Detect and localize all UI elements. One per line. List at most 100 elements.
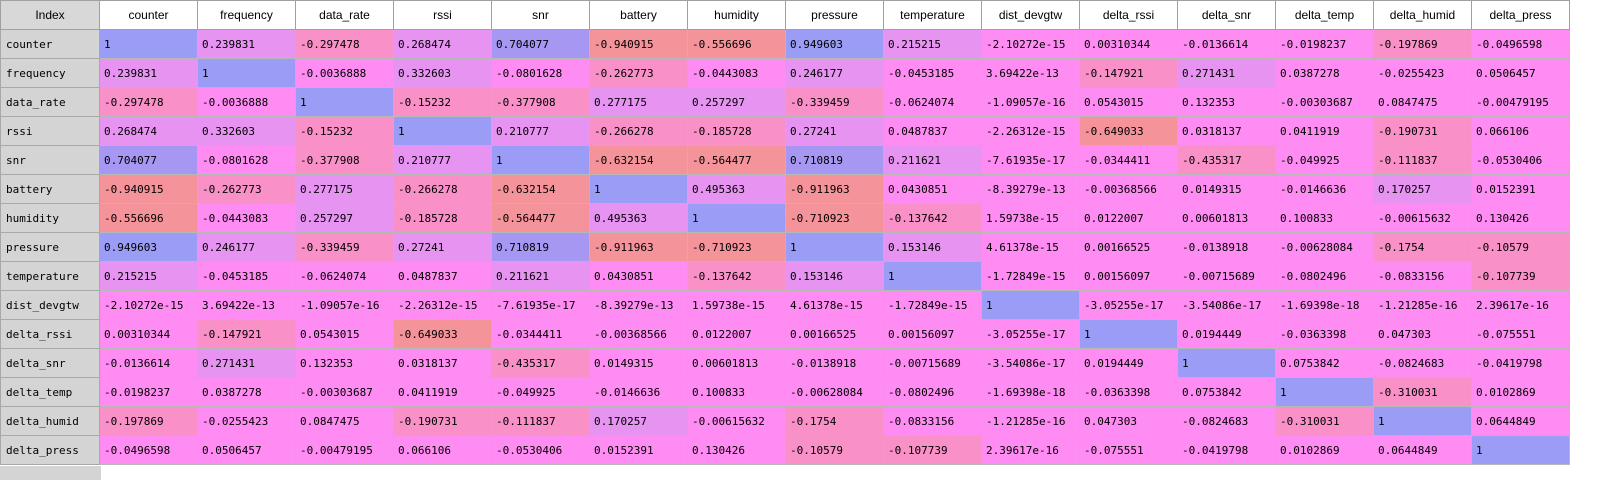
table-cell[interactable]: -0.137642: [687, 261, 786, 291]
row-index-label[interactable]: counter: [0, 29, 100, 59]
table-cell[interactable]: -0.0453185: [197, 261, 296, 291]
table-cell[interactable]: -0.185728: [687, 116, 786, 146]
table-cell[interactable]: -0.564477: [491, 203, 590, 233]
table-cell[interactable]: -3.54086e-17: [1177, 290, 1276, 320]
table-cell[interactable]: -0.00303687: [1275, 87, 1374, 117]
table-cell[interactable]: 0.210777: [491, 116, 590, 146]
table-cell[interactable]: -0.0146636: [1275, 174, 1374, 204]
table-cell[interactable]: 0.949603: [785, 29, 884, 59]
table-cell[interactable]: -3.05255e-17: [1079, 290, 1178, 320]
table-cell[interactable]: 0.00166525: [1079, 232, 1178, 262]
table-cell[interactable]: -0.1754: [785, 406, 884, 436]
table-cell[interactable]: -0.147921: [1079, 58, 1178, 88]
table-cell[interactable]: -1.09057e-16: [981, 87, 1080, 117]
table-cell[interactable]: -0.00303687: [295, 377, 394, 407]
table-cell[interactable]: -0.0136614: [99, 348, 198, 378]
table-cell[interactable]: 0.0194449: [1079, 348, 1178, 378]
table-cell[interactable]: -0.0363398: [1275, 319, 1374, 349]
table-cell[interactable]: 0.27241: [785, 116, 884, 146]
table-cell[interactable]: 0.495363: [589, 203, 688, 233]
row-index-label[interactable]: delta_snr: [0, 348, 100, 378]
table-cell[interactable]: 0.0102869: [1471, 377, 1570, 407]
table-cell[interactable]: -7.61935e-17: [491, 290, 590, 320]
table-cell[interactable]: -0.0419798: [1177, 435, 1276, 465]
table-cell[interactable]: 0.0411919: [393, 377, 492, 407]
column-header-humidity[interactable]: humidity: [687, 0, 786, 30]
table-cell[interactable]: 1: [1177, 348, 1276, 378]
table-cell[interactable]: 0.00310344: [99, 319, 198, 349]
table-cell[interactable]: -0.377908: [491, 87, 590, 117]
table-cell[interactable]: 0.704077: [99, 145, 198, 175]
table-cell[interactable]: -0.00628084: [1275, 232, 1374, 262]
table-cell[interactable]: 0.277175: [295, 174, 394, 204]
table-cell[interactable]: 0.0149315: [589, 348, 688, 378]
table-cell[interactable]: 0.00601813: [1177, 203, 1276, 233]
table-cell[interactable]: 2.39617e-16: [981, 435, 1080, 465]
table-cell[interactable]: -0.632154: [589, 145, 688, 175]
table-cell[interactable]: -0.0344411: [491, 319, 590, 349]
table-cell[interactable]: -1.09057e-16: [295, 290, 394, 320]
row-index-label[interactable]: dist_devgtw: [0, 290, 100, 320]
table-cell[interactable]: -0.710923: [785, 203, 884, 233]
table-cell[interactable]: -8.39279e-13: [589, 290, 688, 320]
column-header-delta-press[interactable]: delta_press: [1471, 0, 1570, 30]
table-cell[interactable]: 1: [99, 29, 198, 59]
table-cell[interactable]: 1: [687, 203, 786, 233]
table-cell[interactable]: 0.153146: [883, 232, 982, 262]
row-index-label[interactable]: delta_temp: [0, 377, 100, 407]
table-cell[interactable]: 0.100833: [687, 377, 786, 407]
table-cell[interactable]: -0.00368566: [589, 319, 688, 349]
table-cell[interactable]: -2.10272e-15: [99, 290, 198, 320]
table-cell[interactable]: 0.332603: [197, 116, 296, 146]
table-cell[interactable]: -0.00615632: [687, 406, 786, 436]
table-cell[interactable]: 0.0430851: [589, 261, 688, 291]
row-index-label[interactable]: data_rate: [0, 87, 100, 117]
row-index-label[interactable]: temperature: [0, 261, 100, 291]
table-cell[interactable]: 0.170257: [1373, 174, 1472, 204]
row-index-label[interactable]: frequency: [0, 58, 100, 88]
column-header-counter[interactable]: counter: [99, 0, 198, 30]
table-cell[interactable]: -0.0443083: [197, 203, 296, 233]
table-cell[interactable]: 0.271431: [1177, 58, 1276, 88]
column-header-delta-rssi[interactable]: delta_rssi: [1079, 0, 1178, 30]
table-cell[interactable]: -0.0530406: [491, 435, 590, 465]
table-cell[interactable]: 0.0318137: [1177, 116, 1276, 146]
column-header-delta-humid[interactable]: delta_humid: [1373, 0, 1472, 30]
table-cell[interactable]: 0.0102869: [1275, 435, 1374, 465]
table-cell[interactable]: 0.257297: [687, 87, 786, 117]
table-cell[interactable]: -0.15232: [393, 87, 492, 117]
table-cell[interactable]: 1: [1373, 406, 1472, 436]
table-cell[interactable]: -0.377908: [295, 145, 394, 175]
row-index-label[interactable]: delta_rssi: [0, 319, 100, 349]
table-cell[interactable]: -0.0198237: [99, 377, 198, 407]
table-cell[interactable]: 0.00601813: [687, 348, 786, 378]
table-cell[interactable]: 0.00156097: [1079, 261, 1178, 291]
table-cell[interactable]: 0.949603: [99, 232, 198, 262]
table-cell[interactable]: -0.1754: [1373, 232, 1472, 262]
table-cell[interactable]: -0.0255423: [1373, 58, 1472, 88]
table-cell[interactable]: -0.197869: [99, 406, 198, 436]
table-cell[interactable]: 0.215215: [99, 261, 198, 291]
table-cell[interactable]: 0.710819: [491, 232, 590, 262]
table-cell[interactable]: -0.0824683: [1373, 348, 1472, 378]
column-header-dist-devgtw[interactable]: dist_devgtw: [981, 0, 1080, 30]
table-cell[interactable]: -0.00715689: [883, 348, 982, 378]
table-cell[interactable]: -0.556696: [687, 29, 786, 59]
table-cell[interactable]: 0.0122007: [687, 319, 786, 349]
table-cell[interactable]: -0.710923: [687, 232, 786, 262]
table-cell[interactable]: 0.277175: [589, 87, 688, 117]
table-cell[interactable]: -0.0198237: [1275, 29, 1374, 59]
table-cell[interactable]: -0.0824683: [1177, 406, 1276, 436]
table-cell[interactable]: 1: [1471, 435, 1570, 465]
row-index-label[interactable]: delta_press: [0, 435, 100, 465]
table-cell[interactable]: 0.0194449: [1177, 319, 1276, 349]
table-cell[interactable]: -0.0802496: [883, 377, 982, 407]
table-cell[interactable]: 0.066106: [393, 435, 492, 465]
table-cell[interactable]: -0.075551: [1471, 319, 1570, 349]
table-cell[interactable]: -0.197869: [1373, 29, 1472, 59]
table-cell[interactable]: 0.710819: [785, 145, 884, 175]
table-cell[interactable]: 0.00166525: [785, 319, 884, 349]
table-cell[interactable]: -0.0036888: [197, 87, 296, 117]
table-cell[interactable]: 0.0644849: [1471, 406, 1570, 436]
table-cell[interactable]: -0.632154: [491, 174, 590, 204]
